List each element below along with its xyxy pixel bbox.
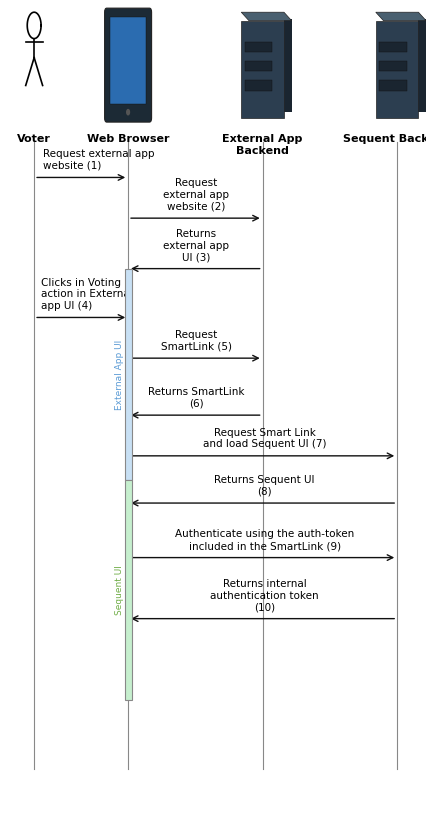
Polygon shape: [241, 12, 291, 20]
Text: Request external app
website (1): Request external app website (1): [43, 149, 154, 171]
Text: External App UI: External App UI: [115, 339, 124, 409]
Polygon shape: [27, 12, 41, 38]
FancyBboxPatch shape: [104, 8, 151, 122]
Text: Returns internal
authentication token
(10): Returns internal authentication token (1…: [210, 579, 318, 612]
Bar: [124, 480, 131, 700]
Bar: [244, 61, 272, 72]
Text: Returns SmartLink
(6): Returns SmartLink (6): [148, 387, 244, 409]
Text: Request Smart Link
and load Sequent UI (7): Request Smart Link and load Sequent UI (…: [202, 427, 326, 449]
Text: Authenticate using the auth-token
included in the SmartLink (9): Authenticate using the auth-token includ…: [175, 529, 354, 551]
Bar: [110, 17, 146, 103]
Circle shape: [127, 110, 129, 115]
Text: Web Browser: Web Browser: [86, 134, 169, 144]
Text: Sequent UI: Sequent UI: [115, 565, 124, 615]
Text: Returns
external app
UI (3): Returns external app UI (3): [163, 229, 229, 262]
Text: Clicks in Voting
action in External
app UI (4): Clicks in Voting action in External app …: [40, 278, 132, 311]
Bar: [241, 20, 283, 118]
Polygon shape: [375, 12, 425, 20]
Bar: [417, 19, 425, 112]
Bar: [378, 61, 406, 72]
Bar: [378, 80, 406, 90]
Text: Sequent Backend: Sequent Backend: [342, 134, 426, 144]
Bar: [375, 20, 417, 118]
Bar: [283, 19, 291, 112]
Text: Request
external app
website (2): Request external app website (2): [163, 178, 229, 212]
Text: Voter: Voter: [17, 134, 51, 144]
Text: Request
SmartLink (5): Request SmartLink (5): [161, 330, 231, 352]
Bar: [244, 42, 272, 52]
Text: External App
Backend: External App Backend: [222, 134, 302, 156]
Bar: [244, 80, 272, 90]
Bar: [378, 42, 406, 52]
Text: Returns Sequent UI
(8): Returns Sequent UI (8): [214, 475, 314, 497]
Bar: [124, 269, 131, 480]
